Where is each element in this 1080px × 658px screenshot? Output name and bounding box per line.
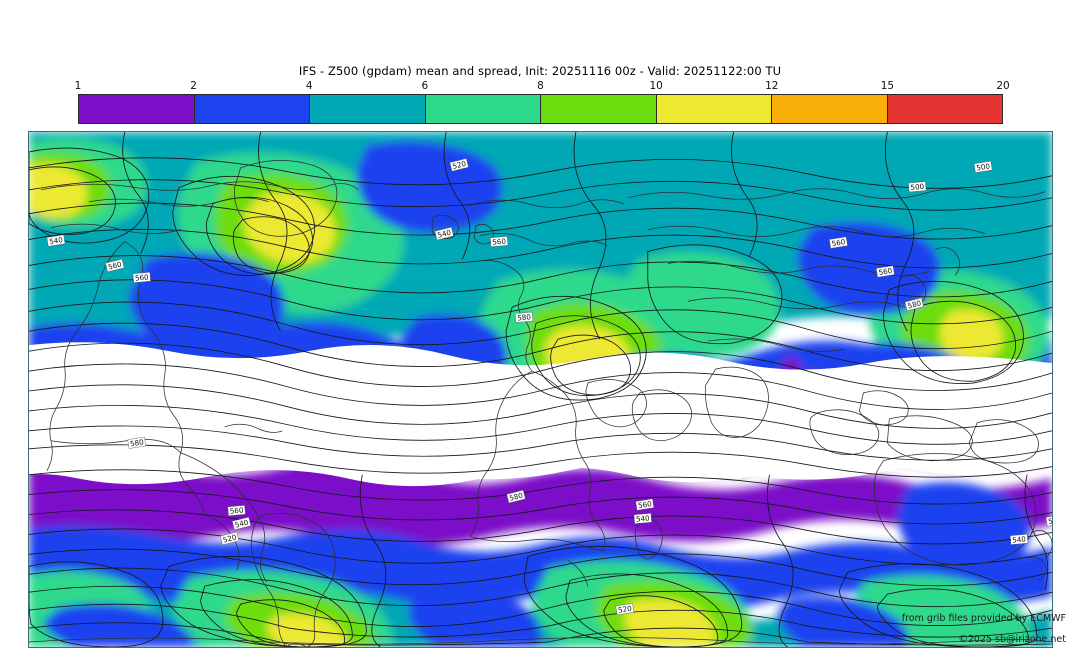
colorbar-segment-6 <box>656 95 772 123</box>
colorbar-tick-15: 15 <box>880 80 895 92</box>
svg-text:500: 500 <box>910 182 925 192</box>
svg-text:540: 540 <box>436 228 452 240</box>
contour-label: 560 <box>490 236 509 247</box>
svg-text:560: 560 <box>878 266 893 277</box>
colorbar-segment-2 <box>194 95 310 123</box>
svg-text:500: 500 <box>976 161 991 172</box>
contour-label: 560 <box>635 498 655 511</box>
colorbar: 1 2 4 6 8 10 12 15 20 <box>75 80 1010 126</box>
contour-label: 580 <box>904 297 924 311</box>
coastlines <box>29 159 1052 647</box>
colorbar-tick-labels: 1 2 4 6 8 10 12 15 20 <box>74 80 1010 94</box>
svg-text:540: 540 <box>234 517 250 529</box>
svg-text:520: 520 <box>617 604 632 615</box>
svg-text:560: 560 <box>107 259 123 271</box>
colorbar-segment-3 <box>310 95 426 123</box>
colorbar-gradient <box>78 94 1003 124</box>
contour-label: 540 <box>46 234 66 247</box>
svg-text:520: 520 <box>451 159 467 171</box>
contour-label: 560 <box>876 265 895 278</box>
contour-label: 540 <box>434 226 454 241</box>
colorbar-tick-20: 20 <box>996 80 1010 92</box>
colorbar-tick-12: 12 <box>765 80 779 92</box>
svg-text:580: 580 <box>517 312 532 322</box>
height-contours <box>29 132 1052 647</box>
contour-label: 560 <box>829 236 848 249</box>
svg-text:560: 560 <box>229 506 244 516</box>
colorbar-segment-5 <box>541 95 657 123</box>
colorbar-segment-8 <box>887 95 1002 123</box>
copyright-credit: ©2025 sb@irizone.net <box>958 634 1066 645</box>
colorbar-tick-10: 10 <box>649 80 663 92</box>
contour-label: 560 <box>227 505 246 516</box>
svg-text:540: 540 <box>636 513 651 523</box>
colorbar-tick-6: 6 <box>421 80 429 92</box>
contour-label: 500 <box>908 181 927 193</box>
svg-text:540: 540 <box>1012 534 1027 544</box>
colorbar-segment-4 <box>425 95 541 123</box>
colorbar-tick-8: 8 <box>537 80 544 92</box>
svg-text:580: 580 <box>129 437 144 448</box>
colorbar-segment-1 <box>79 95 195 123</box>
contour-label: 580 <box>127 436 147 449</box>
colorbar-tick-4: 4 <box>305 80 313 92</box>
contour-label: 520 <box>220 531 240 546</box>
page-title: IFS - Z500 (gpdam) mean and spread, Init… <box>298 64 782 78</box>
contour-label: 500 <box>973 160 993 173</box>
contour-label: 580 <box>506 489 526 504</box>
svg-text:580: 580 <box>508 491 524 503</box>
contour-label: 540 <box>633 513 652 524</box>
colorbar-tick-1: 1 <box>74 80 82 92</box>
contour-label: 520 <box>449 158 469 172</box>
data-source-credit: from grib files provided by ECMWF <box>901 613 1066 624</box>
svg-text:560: 560 <box>831 237 846 248</box>
contour-label: 520 <box>615 603 635 616</box>
svg-text:540: 540 <box>48 235 63 246</box>
contour-label: 560 <box>132 272 151 283</box>
colorbar-segment-7 <box>772 95 888 123</box>
svg-text:560: 560 <box>135 272 150 282</box>
contour-label: 540 <box>1010 533 1029 545</box>
svg-text:560: 560 <box>637 499 652 510</box>
contour-label: 540 <box>232 516 252 531</box>
colorbar-tick-2: 2 <box>190 80 197 92</box>
contour-label: 560 <box>105 258 125 273</box>
svg-text:560: 560 <box>1048 515 1052 526</box>
map-panel[interactable]: 500 520 500 540 540 560 560 560 560 560 580 580 580 5… <box>28 131 1053 648</box>
unshaded-tropics <box>29 342 1052 487</box>
svg-text:560: 560 <box>492 237 507 247</box>
contour-label: 560 <box>1045 514 1052 527</box>
contour-label: 580 <box>514 311 534 323</box>
svg-text:580: 580 <box>907 298 923 310</box>
svg-text:520: 520 <box>222 532 238 544</box>
